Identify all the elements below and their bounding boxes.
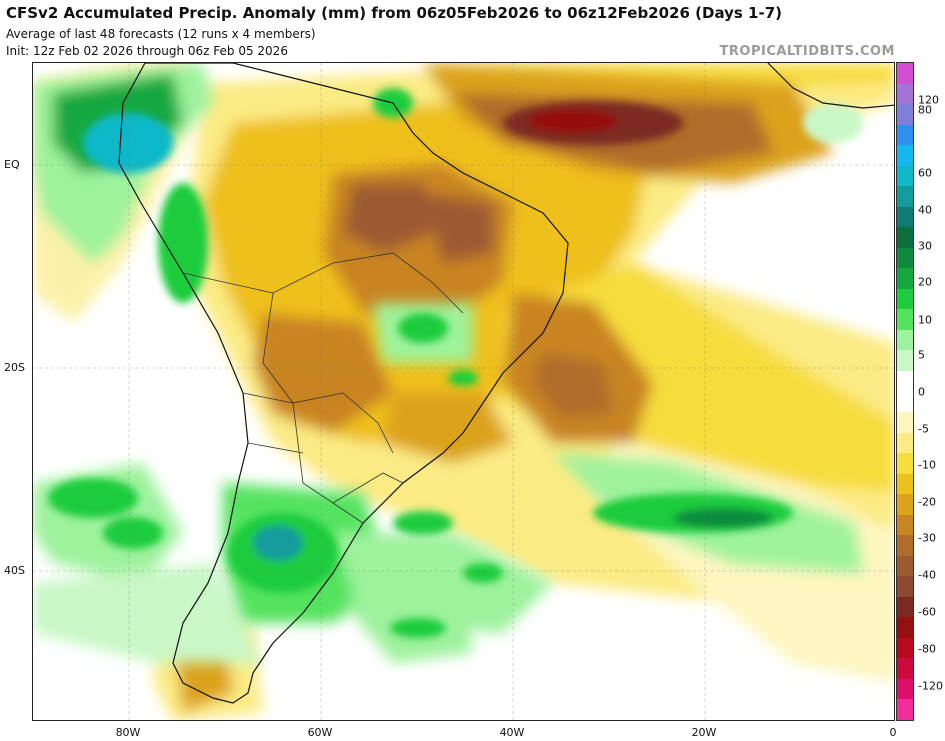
colorbar: [896, 62, 914, 721]
cb-label: 40: [918, 203, 932, 217]
colorbar-swatch: [897, 412, 913, 433]
colorbar-swatch: [897, 514, 913, 536]
lon-label-0: 0: [889, 726, 897, 739]
cb-label: -120: [918, 679, 943, 693]
colorbar-swatch: [897, 104, 913, 125]
cb-label: 30: [918, 239, 932, 253]
colorbar-swatch: [897, 288, 913, 310]
precip-anomaly-map: [32, 62, 895, 721]
colorbar-swatch: [897, 186, 913, 207]
cb-label: -5: [918, 422, 929, 436]
graticule: [33, 63, 894, 720]
init-time: Init: 12z Feb 02 2026 through 06z Feb 05…: [6, 44, 288, 58]
cb-label: -10: [918, 458, 936, 472]
colorbar-swatch: [897, 83, 913, 105]
colorbar-swatch: [897, 699, 913, 720]
colorbar-swatch: [897, 309, 913, 330]
map-canvas: [33, 63, 894, 720]
colorbar-swatch: [897, 145, 913, 166]
cb-label: 20: [918, 275, 932, 289]
cb-label: 5: [918, 348, 925, 362]
cb-label: -40: [918, 568, 936, 582]
colorbar-swatch: [897, 124, 913, 146]
lat-label-40s: 40S: [4, 564, 25, 577]
lon-label-60w: 60W: [307, 726, 333, 739]
source-credit: TROPICALTIDBITS.COM: [719, 44, 895, 59]
colorbar-labels: 120 80 60 40 30 20 10 5 0 -5 -10 -20 -30…: [918, 62, 945, 721]
lon-label-40w: 40W: [499, 726, 525, 739]
colorbar-swatch: [897, 494, 913, 515]
cb-label: -80: [918, 642, 936, 656]
colorbar-swatch: [897, 596, 913, 618]
cb-label: 10: [918, 313, 932, 327]
cb-label: 0: [918, 385, 925, 399]
colorbar-swatch: [897, 165, 913, 187]
chart-subtitle: Average of last 48 forecasts (12 runs x …: [6, 27, 316, 41]
colorbar-swatch: [897, 247, 913, 269]
country-borders: [182, 252, 464, 524]
colorbar-swatch: [897, 473, 913, 495]
cb-label: 80: [918, 103, 932, 117]
colorbar-swatch: [897, 206, 913, 228]
lon-label-20w: 20W: [691, 726, 717, 739]
cb-label: -20: [918, 495, 936, 509]
colorbar-swatch: [897, 350, 913, 371]
colorbar-swatch: [897, 658, 913, 679]
wet-core: [48, 88, 863, 638]
lat-label-eq: EQ: [4, 158, 20, 171]
colorbar-swatch: [897, 555, 913, 577]
lat-label-20s: 20S: [4, 361, 25, 374]
colorbar-swatch: [897, 391, 913, 413]
colorbar-swatch: [897, 63, 913, 84]
africa-coastline: [767, 63, 894, 109]
colorbar-swatch: [897, 268, 913, 289]
chart-title: CFSv2 Accumulated Precip. Anomaly (mm) f…: [6, 4, 783, 22]
cb-label: 120: [918, 93, 939, 107]
colorbar-swatch: [897, 637, 913, 659]
cb-label: 60: [918, 166, 932, 180]
lon-label-80w: 80W: [115, 726, 141, 739]
colorbar-swatch: [897, 535, 913, 556]
colorbar-swatch: [897, 370, 913, 392]
colorbar-swatch: [897, 227, 913, 248]
colorbar-swatch: [897, 678, 913, 700]
cb-label: -60: [918, 605, 936, 619]
colorbar-swatch: [897, 453, 913, 474]
colorbar-swatch: [897, 329, 913, 351]
colorbar-swatch: [897, 617, 913, 638]
dry-core: [503, 101, 683, 145]
south-america-coastline: [118, 63, 569, 704]
cb-label: -30: [918, 531, 936, 545]
colorbar-swatch: [897, 432, 913, 454]
colorbar-swatch: [897, 576, 913, 597]
